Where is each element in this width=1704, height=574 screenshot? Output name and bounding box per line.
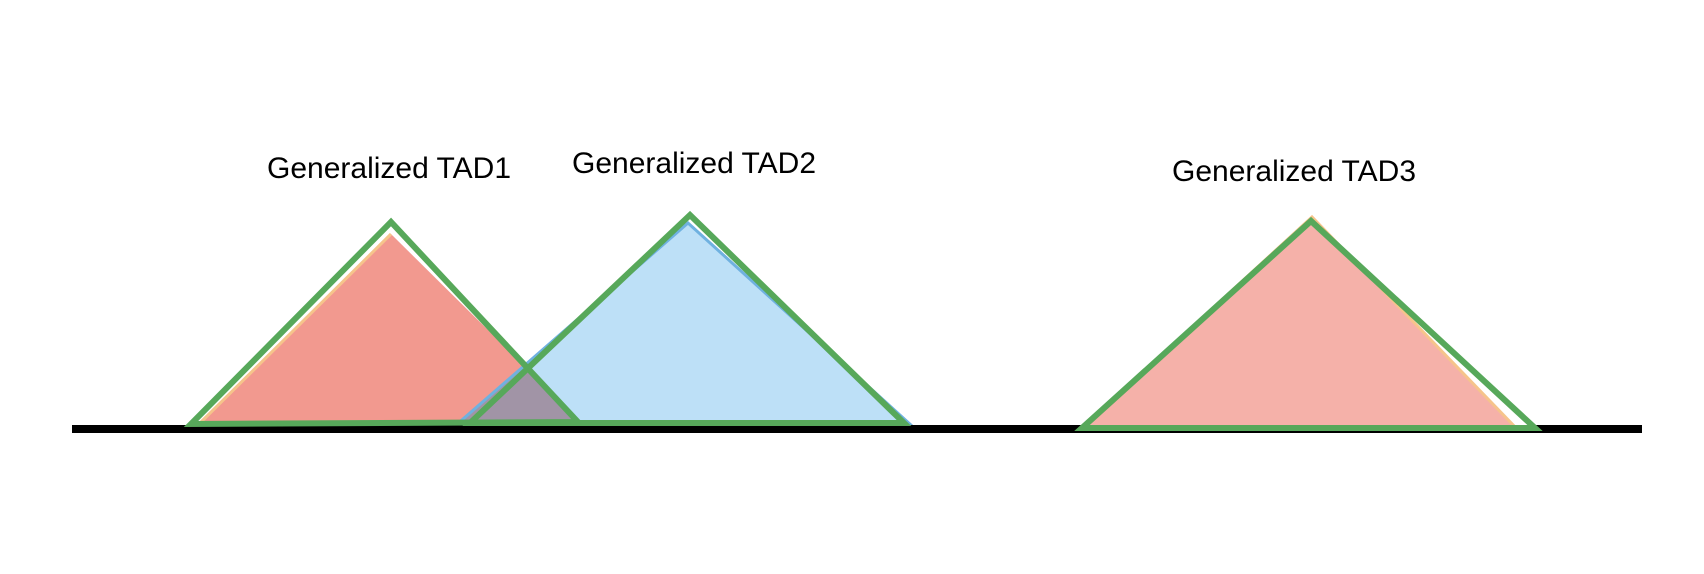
tad3-label: Generalized TAD3 [1172,155,1416,188]
tad1-inner-outline [195,232,393,428]
tad3-fill-triangle [1080,217,1518,430]
generalized-tad1-outline [183,217,585,428]
generalized-tad3-outline [1074,216,1543,431]
tad1-label: Generalized TAD1 [267,152,511,185]
tad1-fill-triangle [197,234,585,426]
chromosome-baseline [72,425,1642,433]
generalized-tad2-outline [462,210,912,426]
tad2-fill-triangle [455,223,912,426]
tad2-label: Generalized TAD2 [572,147,816,180]
